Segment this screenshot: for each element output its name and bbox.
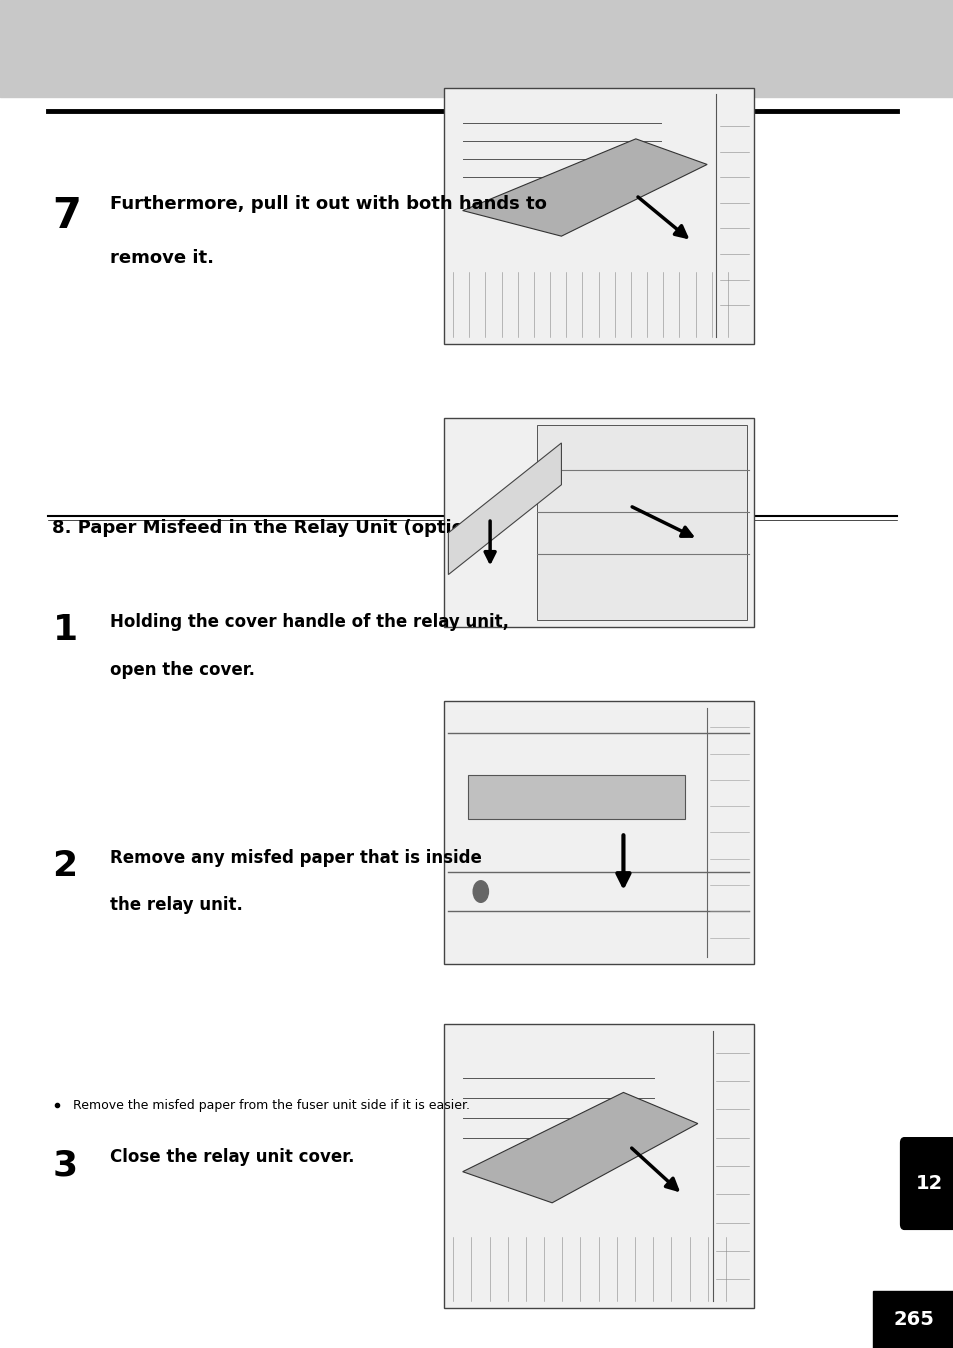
- Polygon shape: [468, 775, 684, 820]
- Text: 8. Paper Misfeed in the Relay Unit (optional): 8. Paper Misfeed in the Relay Unit (opti…: [52, 519, 503, 537]
- Text: open the cover.: open the cover.: [110, 661, 254, 678]
- Polygon shape: [448, 443, 560, 574]
- Bar: [443, 418, 753, 627]
- Polygon shape: [462, 1092, 698, 1202]
- Bar: [443, 1024, 753, 1308]
- Text: Close the relay unit cover.: Close the relay unit cover.: [110, 1148, 354, 1166]
- Text: Remove any misfed paper that is inside: Remove any misfed paper that is inside: [110, 849, 481, 867]
- Text: remove it.: remove it.: [110, 249, 213, 267]
- Bar: [0, 0, 953, 97]
- Polygon shape: [462, 139, 706, 236]
- Text: 12: 12: [915, 1174, 942, 1193]
- Bar: [443, 701, 753, 964]
- Bar: [872, 1291, 953, 1348]
- Text: 3: 3: [52, 1148, 77, 1182]
- Text: 2: 2: [52, 849, 77, 883]
- FancyBboxPatch shape: [900, 1138, 953, 1229]
- Text: 1: 1: [52, 613, 77, 647]
- Text: Furthermore, pull it out with both hands to: Furthermore, pull it out with both hands…: [110, 195, 546, 213]
- Bar: [536, 425, 747, 620]
- Bar: [443, 88, 753, 344]
- Circle shape: [473, 880, 488, 902]
- Text: Holding the cover handle of the relay unit,: Holding the cover handle of the relay un…: [110, 613, 508, 631]
- Text: Remove the misfed paper from the fuser unit side if it is easier.: Remove the misfed paper from the fuser u…: [73, 1099, 470, 1112]
- Text: the relay unit.: the relay unit.: [110, 896, 242, 914]
- Text: 7: 7: [52, 195, 81, 237]
- Text: 265: 265: [892, 1310, 933, 1329]
